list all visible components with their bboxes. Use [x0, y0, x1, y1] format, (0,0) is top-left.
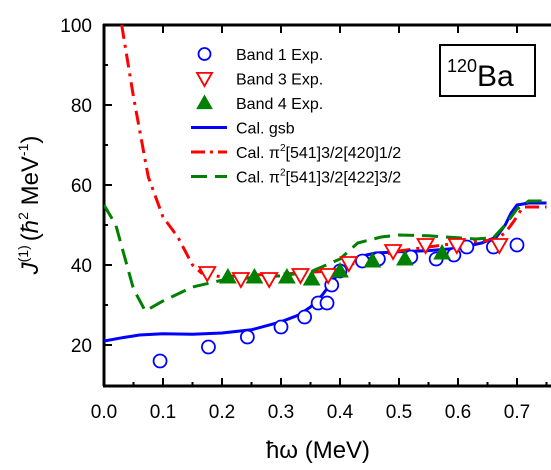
series-line — [104, 199, 547, 314]
legend: Band 1 Exp. Band 3 Exp. Band 4 Exp. Cal. gs… — [191, 47, 401, 187]
x-axis-label: ħω (MeV) — [266, 437, 370, 464]
data-point — [319, 295, 335, 311]
nucleus-box — [439, 44, 536, 97]
x-tick-label: 0.1 — [150, 402, 176, 423]
data-point — [383, 244, 403, 261]
y-axis-label-open: ( — [17, 233, 44, 241]
y-axis-label-close: ) — [17, 136, 44, 144]
data-point — [197, 47, 212, 61]
legend-label: Cal. π2[541]3/2[420]1/2 — [236, 143, 401, 162]
x-tick-label: 0.3 — [268, 402, 294, 423]
data-point — [339, 256, 359, 273]
y-axis-label-mev: MeV — [17, 156, 44, 212]
legend-label: Band 4 Exp. — [236, 96, 323, 113]
data-point — [195, 71, 214, 88]
data-point — [219, 267, 237, 284]
data-point — [245, 267, 264, 284]
data-point — [196, 94, 213, 110]
data-point — [152, 353, 168, 369]
nucleus-element: Ba — [477, 60, 514, 93]
data-point — [278, 267, 296, 284]
data-point — [433, 243, 451, 260]
legend-label: Cal. π2[541]3/2[422]3/2 — [236, 168, 401, 187]
nucleus-label: 120Ba — [447, 56, 514, 93]
y-tick-label: 100 — [60, 16, 92, 37]
y-tick-label: 20 — [71, 336, 92, 357]
y-axis-label-hbar: ħ — [17, 220, 44, 233]
data-point — [239, 329, 255, 345]
data-point — [290, 268, 311, 285]
nucleus-mass: 120 — [447, 56, 477, 76]
y-tick-label: 60 — [71, 176, 92, 197]
x-tick-label: 0.6 — [445, 402, 471, 423]
data-point — [415, 238, 436, 255]
data-point — [297, 309, 313, 325]
x-tick-label: 0.5 — [386, 402, 412, 423]
series-markers — [152, 237, 525, 369]
data-point — [201, 339, 216, 355]
y-axis-label-main: J — [17, 261, 44, 275]
data-point — [273, 319, 289, 335]
data-point — [231, 272, 251, 289]
x-tick-label: 0.0 — [91, 402, 117, 423]
data-point — [259, 272, 279, 289]
data-point — [363, 251, 382, 268]
data-point — [396, 249, 414, 266]
data-point — [331, 261, 349, 278]
legend-label: Band 1 Exp. — [236, 47, 323, 64]
data-point — [302, 269, 321, 286]
ticks: 0.0 0.1 0.2 0.3 0.4 0.5 0.6 0.7 20 40 60 80 100 — [60, 16, 548, 423]
data-point — [197, 266, 217, 283]
legend-label: Band 3 Exp. — [236, 72, 323, 89]
nucleus-annotation: 120Ba — [439, 44, 536, 97]
x-tick-label: 0.2 — [209, 402, 235, 423]
y-tick-label: 80 — [71, 96, 92, 117]
y-axis-label: J(1) (ħ2 MeV-1) — [15, 136, 44, 276]
data-point — [489, 238, 509, 255]
x-tick-label: 0.4 — [327, 402, 354, 423]
y-axis-label-sup: (1) — [15, 245, 31, 262]
y-axis-label-sup2: 2 — [15, 212, 31, 220]
y-tick-label: 40 — [71, 256, 92, 277]
data-point — [509, 237, 525, 253]
legend-label: Cal. gsb — [236, 121, 295, 138]
data-point — [447, 238, 467, 255]
y-axis-label-supm1: -1 — [15, 143, 31, 156]
x-tick-label: 0.7 — [504, 402, 530, 423]
